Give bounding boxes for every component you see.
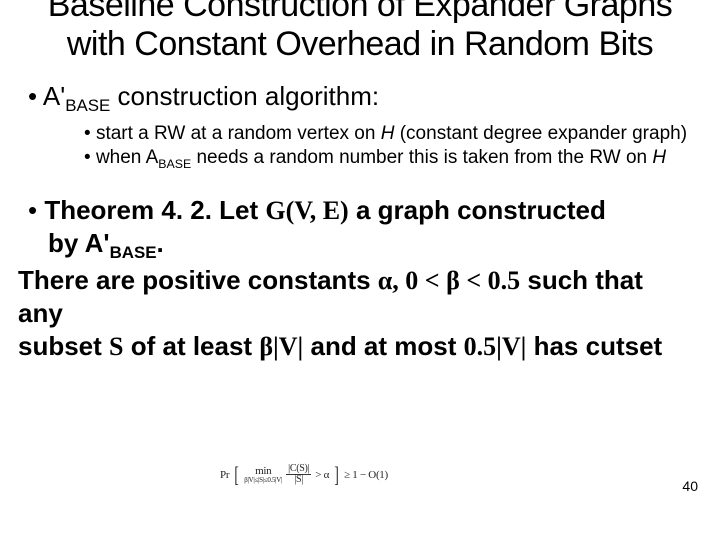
content-area: A'BASE construction algorithm: start a R… xyxy=(28,80,692,363)
var-h: H xyxy=(652,147,666,168)
slide: Baseline Construction of Expander Graphs… xyxy=(0,0,720,526)
subscript-base: BASE xyxy=(110,244,157,263)
sub-bullet-2: when ABASE needs a random number this is… xyxy=(84,147,692,172)
text: There are positive constants xyxy=(18,265,378,295)
slide-title: Baseline Construction of Expander Graphs… xyxy=(28,0,692,64)
math-gve: G(V, E) xyxy=(265,196,348,225)
text: when A xyxy=(96,147,158,168)
theorem-label: Theorem 4. 2. xyxy=(44,195,212,225)
var-h: H xyxy=(381,123,395,144)
text: needs a random number this is taken from… xyxy=(191,147,652,168)
math-alphabeta: α, 0 < β < 0.5 xyxy=(378,266,520,295)
text: and at most xyxy=(303,331,463,361)
var-s: S xyxy=(109,332,123,361)
probability-formula: Pr [ min β|V|≤|S|≤0.5|V| |C(S)| |S| > α … xyxy=(220,464,388,485)
min-label: min xyxy=(255,466,271,477)
math-halfv: 0.5|V| xyxy=(464,332,527,361)
text: construction algorithm: xyxy=(110,81,379,111)
page-number: 40 xyxy=(682,478,698,494)
theorem-block: Theorem 4. 2. Let G(V, E) a graph constr… xyxy=(28,194,692,363)
text: a graph constructed xyxy=(349,195,606,225)
subscript-base: BASE xyxy=(65,96,110,115)
text: has cutset xyxy=(526,331,662,361)
text: subset xyxy=(18,331,109,361)
text: A' xyxy=(43,81,65,111)
text: of at least xyxy=(124,331,260,361)
theorem-line-1: Theorem 4. 2. Let G(V, E) a graph constr… xyxy=(28,194,692,228)
text: start a RW at a random vertex on xyxy=(96,123,381,144)
text: Let xyxy=(212,195,265,225)
sub-bullet-1: start a RW at a random vertex on H (cons… xyxy=(84,123,692,146)
text: by A' xyxy=(48,228,110,258)
theorem-line-2: by A'BASE. xyxy=(28,227,692,263)
bullet-algorithm: A'BASE construction algorithm: xyxy=(28,80,692,116)
text: . xyxy=(157,228,164,258)
bracket-right: ] xyxy=(334,468,338,481)
subscript-base: BASE xyxy=(158,157,191,171)
sub-bullets: start a RW at a random vertex on H (cons… xyxy=(84,123,692,172)
text: (constant degree expander graph) xyxy=(394,123,687,144)
theorem-line-4: subset S of at least β|V| and at most 0.… xyxy=(18,330,692,364)
fraction-denominator: |S| xyxy=(292,475,305,485)
bracket-left: [ xyxy=(235,468,239,481)
theorem-line-3: There are positive constants α, 0 < β < … xyxy=(18,264,692,330)
formula-tail: > α xyxy=(315,469,329,481)
fraction: |C(S)| |S| xyxy=(286,464,311,485)
pr-label: Pr xyxy=(220,469,229,481)
formula-rhs: ≥ 1 − O(1) xyxy=(344,469,388,481)
min-condition: β|V|≤|S|≤0.5|V| xyxy=(244,477,282,484)
formula-inner: Pr [ min β|V|≤|S|≤0.5|V| |C(S)| |S| > α … xyxy=(220,464,388,485)
math-betav: β|V| xyxy=(259,332,303,361)
